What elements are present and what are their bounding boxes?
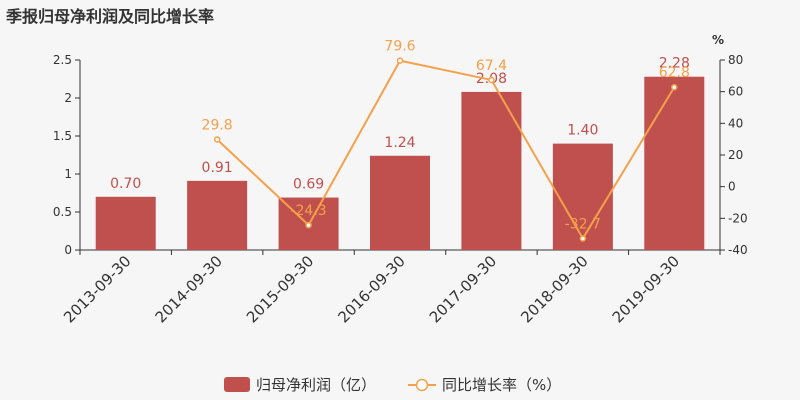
bar-value-label: 0.70 <box>110 176 141 192</box>
line-value-label: -24.3 <box>290 203 326 219</box>
bar <box>370 155 430 250</box>
y-left-tick-label: 0.5 <box>53 205 72 219</box>
line-point <box>305 221 312 229</box>
line-value-label: -32.7 <box>565 216 601 232</box>
legend-line-label: 同比增长率（%） <box>442 376 561 394</box>
line-value-label: 62.8 <box>659 65 690 81</box>
line-value-label: 67.4 <box>476 58 507 74</box>
growth-line <box>216 59 676 241</box>
line-value-label: 29.8 <box>202 117 233 133</box>
legend: 归母净利润（亿） 同比增长率（%） <box>224 376 561 394</box>
bar <box>187 180 248 250</box>
bar-value-label: 1.40 <box>567 123 598 139</box>
line-series: 29.8 -24.3 79.6 67.4 -32.7 62.8 <box>202 39 690 242</box>
y-right-tick-label: 80 <box>728 53 743 67</box>
bar-series: 0.700.910.691.242.081.402.28 <box>95 56 705 250</box>
x-tick-label: 2015-09-30 <box>243 252 317 326</box>
line-point <box>579 235 587 242</box>
legend-bar-swatch <box>224 377 250 392</box>
bar-value-label: 0.91 <box>202 160 233 176</box>
y-right-tick-label: -40 <box>728 243 748 257</box>
line-point <box>671 83 678 91</box>
y-left-tick-label: 1 <box>64 167 72 181</box>
y-left-tick-label: 2 <box>64 91 72 105</box>
y-right-unit: % <box>712 33 724 47</box>
x-tick-label: 2019-09-30 <box>609 252 683 326</box>
y-left-tick-label: 0 <box>64 243 72 257</box>
line-point <box>488 76 495 84</box>
bar-value-label: 1.24 <box>384 135 415 151</box>
bar <box>644 76 705 250</box>
y-right-tick-label: 60 <box>728 85 743 99</box>
bar <box>461 91 522 250</box>
x-tick-label: 2014-09-30 <box>152 252 226 326</box>
y-left-tick-label: 2.5 <box>53 53 72 67</box>
y-right-tick-label: 0 <box>728 180 736 194</box>
legend-line-marker <box>415 378 429 392</box>
line-value-label: 79.6 <box>384 39 415 55</box>
bar <box>552 143 613 250</box>
bar <box>95 196 156 250</box>
x-tick-label: 2017-09-30 <box>426 252 500 326</box>
y-right-tick-label: 20 <box>728 148 743 162</box>
line-point <box>213 136 221 143</box>
x-tick-label: 2016-09-30 <box>334 252 408 326</box>
x-tick-label: 2013-09-30 <box>60 252 134 326</box>
y-right-tick-label: -20 <box>728 211 748 225</box>
legend-bar-label: 归母净利润（亿） <box>256 376 376 394</box>
y-right-tick-label: 40 <box>728 116 743 130</box>
x-tick-label: 2018-09-30 <box>517 252 591 326</box>
bar-value-label: 2.28 <box>659 56 690 72</box>
chart-title: 季报归母净利润及同比增长率 <box>6 7 215 26</box>
y-left-tick-label: 1.5 <box>53 129 72 143</box>
bar-value-label: 0.69 <box>293 177 324 193</box>
line-point <box>396 57 404 64</box>
